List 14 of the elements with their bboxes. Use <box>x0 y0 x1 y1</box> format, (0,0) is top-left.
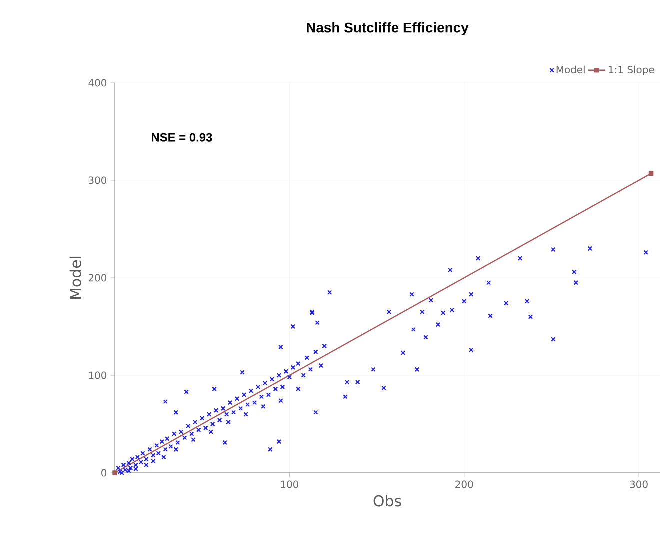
y-tick-label: 200 <box>88 274 107 282</box>
legend-label: 1:1 Slope <box>609 66 654 76</box>
y-tick-label: 100 <box>89 372 107 380</box>
y-tick-label: 400 <box>88 79 107 87</box>
x-tick-label: 100 <box>281 480 299 488</box>
y-tick-label: 300 <box>88 176 107 184</box>
annotation: NSE = 0.93 <box>152 133 212 142</box>
x-axis-title: Obs <box>374 495 402 507</box>
x-tick-label: 300 <box>630 480 648 488</box>
y-tick-label: 0 <box>102 469 107 477</box>
legend-label: Model <box>556 66 585 74</box>
x-tick-label: 200 <box>456 480 474 488</box>
y-axis-title: Model <box>70 256 82 299</box>
chart-title: Nash Sutcliffe Efficiency <box>307 22 469 36</box>
